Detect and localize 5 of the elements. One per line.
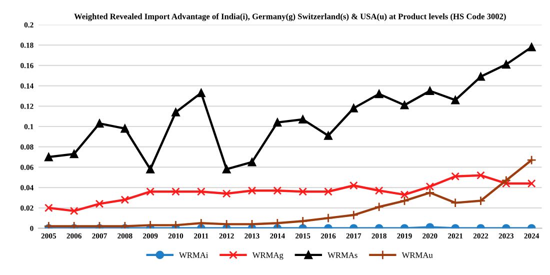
legend-label: WRMAs — [328, 252, 358, 258]
chart-title: Weighted Revealed Import Advantage of India(i), Germany(g) Switzerland(s) & USA(u) at Product levels (HS Code 3002) — [74, 13, 506, 22]
legend-label: WRMAi — [179, 252, 208, 258]
legend-label: WRMAu — [402, 252, 433, 258]
legend-label: WRMAg — [252, 252, 284, 260]
